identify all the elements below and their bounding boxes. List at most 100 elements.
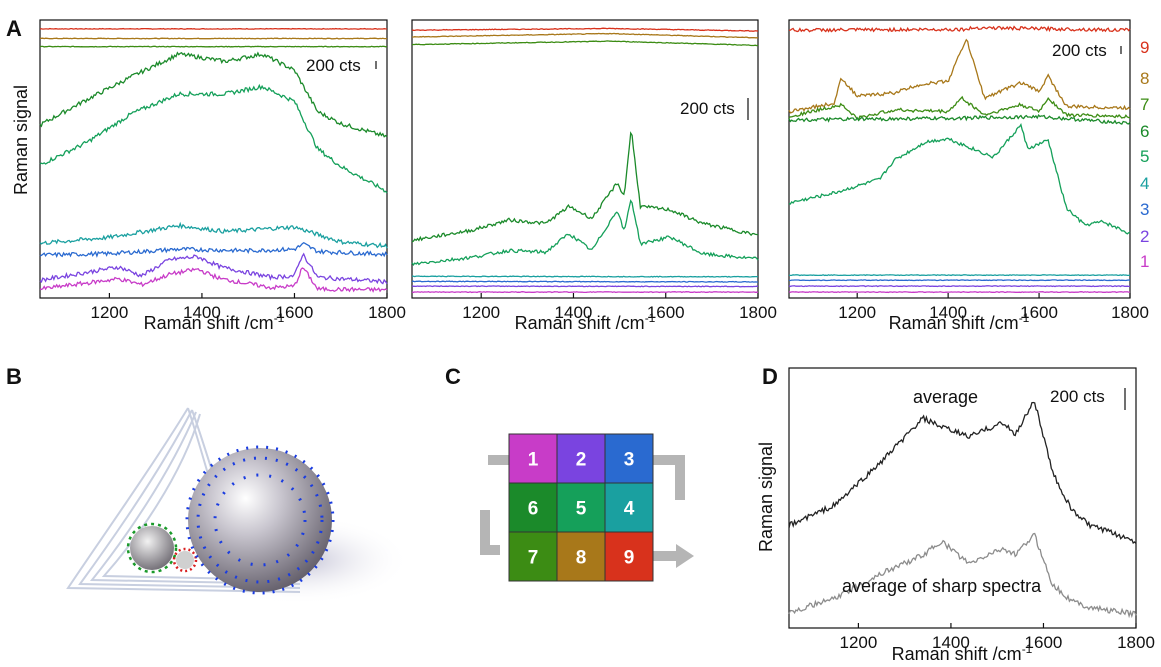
x-axis-label-text: Raman shift /cm	[892, 644, 1022, 664]
grid-tile-number: 8	[576, 548, 587, 569]
scalebar-label: 200 cts	[306, 56, 361, 75]
x-axis-label-sup: -1	[1019, 311, 1030, 325]
x-tick-label: 1400	[183, 303, 221, 322]
series-layer	[788, 25, 1131, 294]
y-axis-label: Raman signal	[756, 442, 776, 552]
x-tick-label: 1600	[1020, 303, 1058, 322]
plot-frame	[788, 367, 1137, 629]
spectrum-line-2	[411, 285, 759, 288]
spectrum-line-average	[788, 401, 1137, 545]
red-molecules	[172, 547, 198, 573]
curve-number-5: 5	[1140, 147, 1149, 166]
curve-number-3: 3	[1140, 200, 1149, 219]
series-layer	[39, 27, 388, 293]
tick-layer: 1200 1400 1600 1800	[838, 293, 1149, 322]
series-label-average: average	[913, 387, 978, 407]
spectrum-line-4	[411, 275, 759, 278]
x-tick-label: 1600	[647, 303, 685, 322]
spectrum-line-5	[39, 83, 388, 194]
frame-edge	[101, 413, 301, 581]
x-tick-label: 1600	[1025, 633, 1063, 652]
tick-layer: 1200 1400 1600 1800	[462, 293, 777, 322]
spectrum-line-6	[788, 113, 1131, 125]
y-axis-label: Raman signal	[11, 85, 31, 195]
series-label-average-sharp: average of sharp spectra	[842, 576, 1042, 596]
panel-a-middle-chart: 1200 1400 1600 1800 Raman shift /cm-1 200 c…	[411, 19, 777, 333]
spectrum-line-average-of-sharp-spectra	[788, 532, 1137, 619]
x-tick-label: 1200	[838, 303, 876, 322]
x-tick-label: 1200	[90, 303, 128, 322]
curve-number-7: 7	[1140, 95, 1149, 114]
x-tick-label: 1600	[276, 303, 314, 322]
scalebar-label: 200 cts	[680, 99, 735, 118]
panel-a-right-chart: 1200 1400 1600 1800 Raman shift /cm-1 200 c…	[788, 19, 1149, 333]
x-tick-label: 1800	[1117, 633, 1155, 652]
spectrum-line-9	[39, 27, 388, 30]
grid-tiles: 1 2 3 6 5 4 7 8 9	[508, 433, 654, 582]
x-axis-label: Raman shift /cm-1	[889, 311, 1030, 333]
panel-letter-b: B	[6, 364, 22, 389]
spectrum-line-7	[411, 40, 759, 47]
frame-edge	[89, 411, 301, 585]
frame-edge	[78, 409, 301, 589]
scan-grid: 1 2 3 6 5 4 7 8 9	[480, 433, 694, 582]
spectrum-line-5	[788, 122, 1131, 235]
spectrum-line-1	[39, 267, 388, 293]
grid-tile-number: 6	[528, 499, 539, 520]
spectrum-line-7	[39, 45, 388, 48]
spectrum-line-5	[411, 199, 759, 267]
blue-molecules-mid	[213, 473, 307, 567]
panel-a-left-chart: 1200 1400 1600 1800 Raman shift /cm-1 Raman…	[11, 19, 406, 333]
x-tick-label: 1400	[555, 303, 593, 322]
grid-tile-number: 3	[624, 450, 635, 471]
spectrum-line-3	[411, 280, 758, 283]
curve-number-9: 9	[1140, 38, 1149, 57]
grid-tile-5	[556, 482, 606, 533]
grid-tile-number: 2	[576, 450, 587, 471]
spectrum-line-8	[411, 32, 758, 39]
x-tick-label: 1200	[462, 303, 500, 322]
panel-d-chart: 1200 1400 1600 1800 Raman shift /cm-1 Raman…	[756, 367, 1155, 664]
curve-number-1: 1	[1140, 252, 1149, 271]
x-axis-label: Raman shift /cm-1	[515, 311, 656, 333]
tiny-sphere	[176, 551, 194, 569]
nanostructure-illustration	[66, 407, 410, 605]
large-sphere	[188, 448, 332, 592]
tick-layer: 1200 1400 1600 1800	[90, 293, 406, 322]
frame-edge	[66, 407, 301, 593]
grid-tile-number: 5	[576, 499, 587, 520]
x-tick-label: 1400	[929, 303, 967, 322]
x-axis-label: Raman shift /cm-1	[144, 311, 285, 333]
panel-letter-c: C	[445, 364, 461, 389]
grid-tile-4	[604, 482, 654, 533]
x-tick-label: 1800	[368, 303, 406, 322]
spectrum-line-4	[789, 274, 1131, 277]
spectrum-line-4	[39, 221, 388, 249]
scalebar-label: 200 cts	[1052, 41, 1107, 60]
grid-tile-9	[604, 531, 654, 582]
x-axis-label-text: Raman shift /cm	[889, 313, 1019, 333]
scan-arrow-icon	[676, 544, 694, 568]
spectrum-line-1	[788, 291, 1131, 294]
x-tick-label: 1400	[932, 633, 970, 652]
panel-letter-a: A	[6, 16, 22, 41]
grid-tile-7	[508, 531, 558, 582]
spectrum-line-3	[39, 241, 388, 258]
x-axis-label-sup: -1	[645, 311, 656, 325]
spectrum-line-2	[788, 285, 1130, 288]
tick-layer: 1200 1400 1600 1800	[839, 623, 1155, 652]
scalebar-label: 200 cts	[1050, 387, 1105, 406]
spectrum-line-1	[411, 291, 759, 294]
curve-number-6: 6	[1140, 122, 1149, 141]
x-axis-label: Raman shift /cm-1	[892, 642, 1033, 664]
x-tick-label: 1200	[839, 633, 877, 652]
x-axis-label-sup: -1	[274, 311, 285, 325]
small-sphere	[130, 526, 174, 570]
grid-tile-number: 1	[528, 450, 539, 471]
spectrum-line-8	[39, 37, 387, 40]
curve-number-2: 2	[1140, 227, 1149, 246]
plot-frame	[411, 19, 759, 299]
x-axis-label-sup: -1	[1022, 642, 1033, 656]
curve-number-8: 8	[1140, 69, 1149, 88]
spectrum-line-7	[788, 95, 1131, 121]
